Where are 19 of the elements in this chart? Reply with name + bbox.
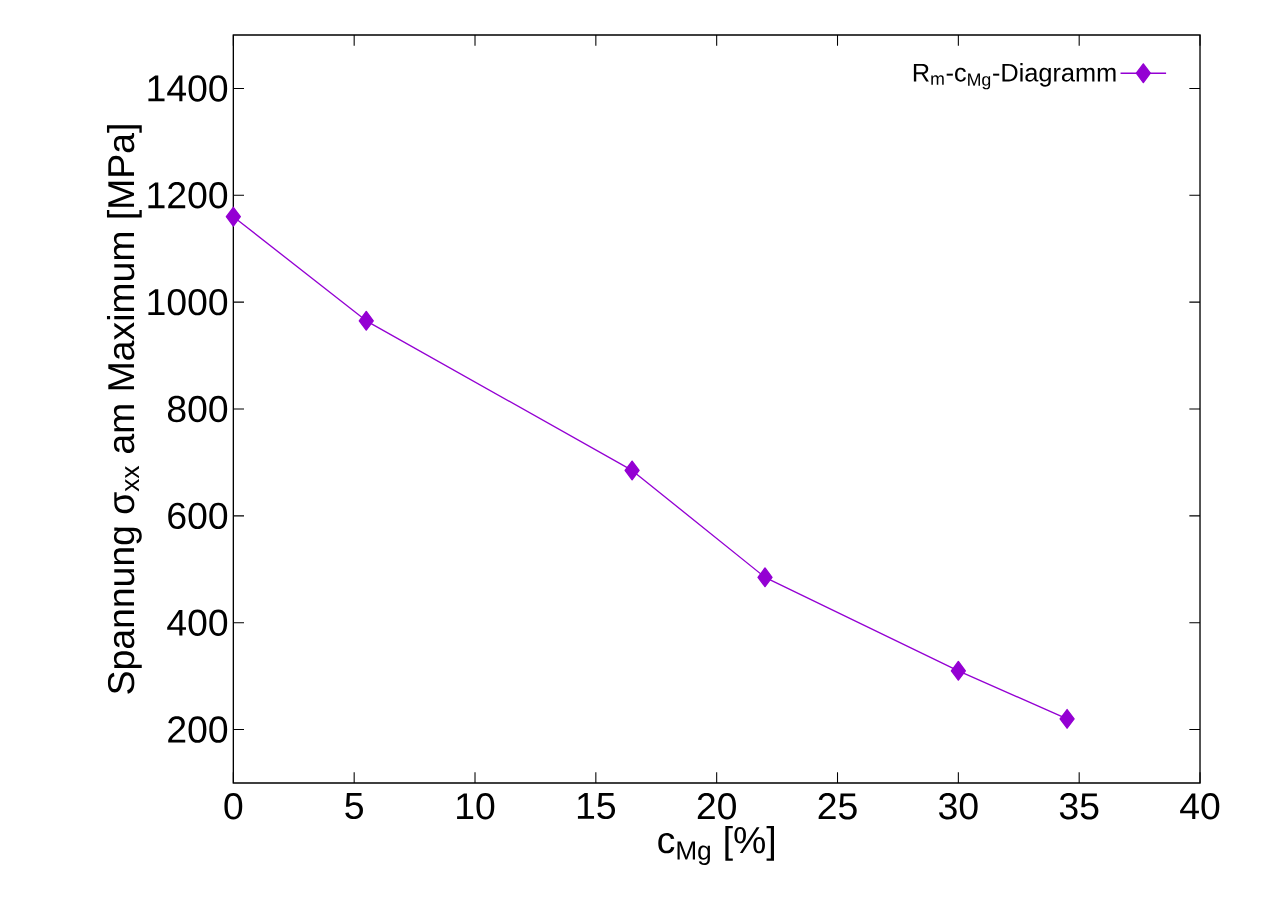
y-tick-label: 1400: [148, 75, 228, 102]
x-tick-label: 5: [345, 793, 363, 820]
x-tick-label: 20: [697, 793, 736, 820]
x-tick-label: 10: [457, 793, 495, 820]
y-tick-label: 1200: [148, 182, 228, 209]
x-tick-label: 40: [1180, 793, 1220, 820]
y-tick-label: 1000: [148, 288, 228, 316]
y-tick-label: 800: [167, 395, 228, 423]
x-tick-label: 15: [577, 793, 616, 820]
y-tick-label: 200: [168, 716, 228, 743]
x-tick-label: 30: [939, 793, 978, 820]
y-axis-title: Spannung σ$_{xx}$ am Maximum [MPa]: [106, 125, 142, 694]
y-tick-label: 400: [167, 609, 228, 636]
x-tick-label: 35: [1059, 793, 1099, 820]
x-axis-title: c$_{Mg}$ [%]: [658, 825, 774, 865]
legend-label: R$_{m}$-c$_{Mg}$-Diagramm: [913, 63, 1116, 90]
y-tick-label: 600: [168, 502, 228, 530]
x-tick-label: 0: [224, 793, 243, 820]
x-tick-label: 25: [818, 793, 857, 820]
